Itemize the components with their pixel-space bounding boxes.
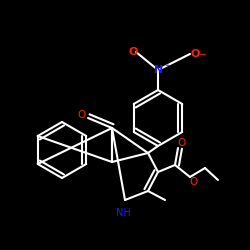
Text: −: − [199,50,207,60]
Text: O: O [189,177,197,187]
Text: N: N [154,65,164,75]
Text: O: O [78,110,86,120]
Text: +: + [164,63,170,69]
Text: O: O [128,47,138,57]
Text: O: O [190,49,200,59]
Text: NH: NH [116,208,130,218]
Text: O: O [177,138,185,148]
